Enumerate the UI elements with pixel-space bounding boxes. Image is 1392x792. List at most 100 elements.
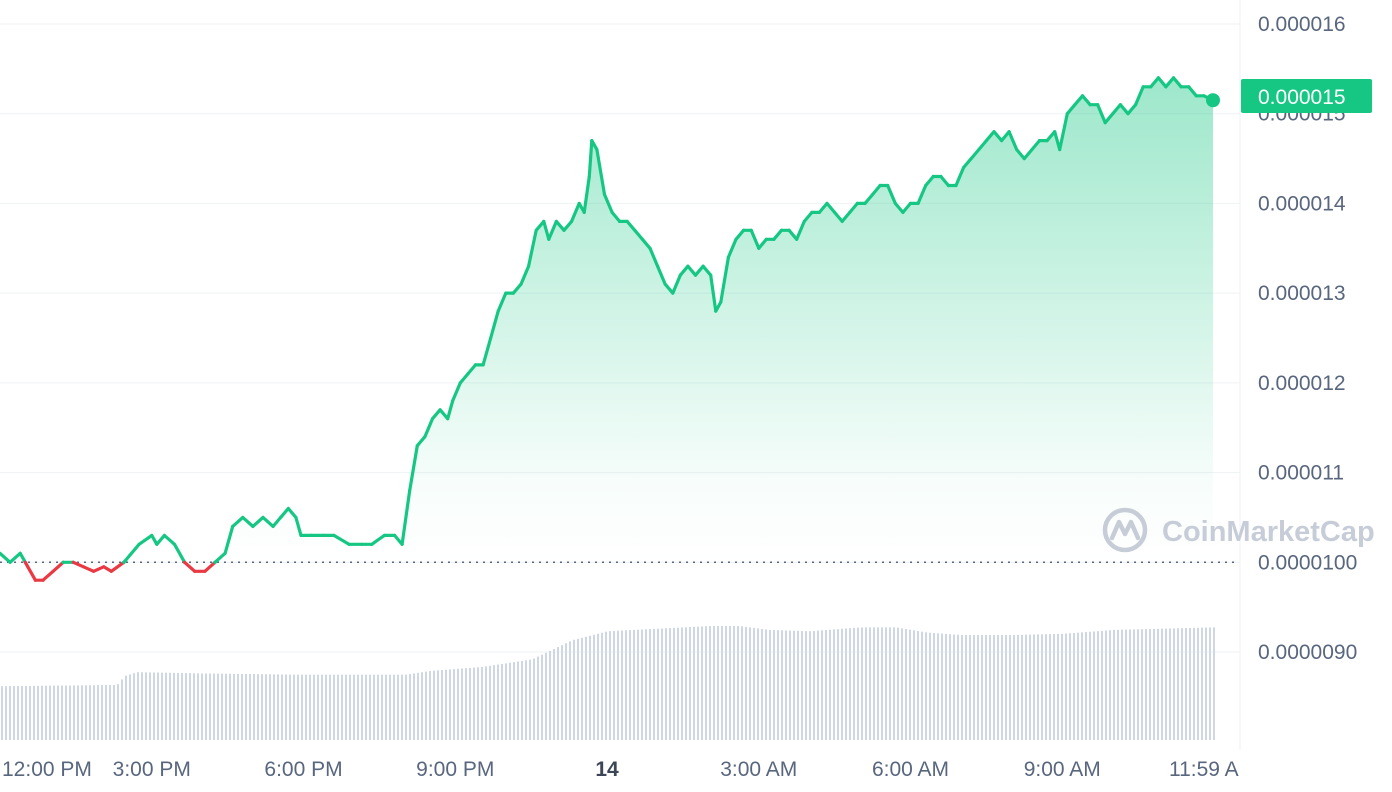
volume-bar (217, 673, 219, 740)
volume-bar (893, 627, 895, 740)
price-segment (534, 219, 546, 232)
current-price-dot[interactable] (1205, 93, 1220, 108)
volume-bar (197, 673, 199, 740)
volume-bar (333, 674, 335, 740)
price-segment (992, 130, 1004, 143)
price-segment (1171, 76, 1183, 89)
price-segment (408, 444, 419, 493)
volume-bar (1189, 627, 1191, 740)
volume-bar (849, 628, 851, 740)
volume-bar (489, 665, 491, 740)
price-segment (817, 201, 829, 214)
volume-bar (465, 668, 467, 740)
price-segment (1065, 103, 1077, 116)
volume-bar (353, 674, 355, 740)
volume-bar (521, 660, 523, 740)
volume-bar (257, 674, 259, 740)
volume-bar (1025, 634, 1027, 740)
volume-bar (773, 630, 775, 740)
volume-bar (173, 672, 175, 740)
volume-bar (649, 629, 651, 740)
volume-bar (65, 685, 67, 740)
volume-bar (177, 672, 179, 740)
volume-bar (633, 629, 635, 740)
volume-bar (157, 672, 159, 740)
volume-bar (445, 669, 447, 740)
price-segment (8, 551, 22, 564)
price-segment (415, 435, 427, 448)
price-segment (294, 515, 303, 538)
volume-bar (345, 674, 347, 740)
price-segment (587, 139, 594, 179)
price-segment (633, 228, 645, 241)
volume-bar (821, 630, 823, 740)
volume-bar (453, 669, 455, 740)
price-segment (542, 219, 551, 241)
volume-bar (1133, 629, 1135, 740)
price-segment (0, 551, 12, 564)
volume-bar (1145, 629, 1147, 740)
volume-bar (77, 685, 79, 740)
price-segment (26, 565, 38, 582)
volume-bar (1045, 634, 1047, 740)
volume-bar (613, 630, 615, 740)
volume-bar (385, 674, 387, 740)
volume-bar (1117, 629, 1119, 740)
volume-bar (505, 663, 507, 740)
volume-bar (705, 626, 707, 740)
y-tick-label: 0.000013 (1258, 282, 1346, 305)
volume-bar (917, 631, 919, 740)
price-segment (526, 228, 538, 268)
volume-bar (637, 629, 639, 740)
price-segment (162, 533, 177, 546)
y-tick-label: 0.0000090 (1258, 641, 1357, 664)
volume-bar (621, 630, 623, 740)
price-segment (595, 148, 607, 197)
volume-bar (1033, 634, 1035, 740)
price-segment (602, 192, 614, 214)
x-tick-label: 6:00 PM (264, 758, 342, 781)
volume-bar (1105, 630, 1107, 740)
volume-bar (1, 686, 3, 740)
current-price-badge: 0.000015 (1241, 79, 1372, 113)
volume-bar (45, 685, 47, 740)
y-axis-labels: 0.000016 0.000015 0.000014 0.000013 0.000012… (1258, 13, 1357, 664)
volume-bar (937, 633, 939, 740)
volume-bar (801, 630, 803, 740)
volume-bar (1021, 634, 1023, 740)
volume-bar (781, 630, 783, 740)
volume-bar (749, 627, 751, 740)
volume-bar (541, 654, 543, 740)
volume-bar (881, 627, 883, 740)
volume-bar (413, 673, 415, 740)
volume-bar (997, 635, 999, 740)
volume-bar (425, 671, 427, 740)
volume-bar (145, 672, 147, 740)
price-segment (648, 246, 660, 268)
x-tick-label: 6:00 AM (872, 758, 949, 781)
volume-bar (1181, 628, 1183, 740)
volume-bar (1121, 629, 1123, 740)
price-segment (223, 524, 235, 555)
price-segment (286, 506, 298, 520)
volume-bar (205, 673, 207, 740)
y-tick-label: 0.000012 (1258, 372, 1346, 395)
volume-bar (665, 628, 667, 740)
volume-bar (405, 674, 407, 740)
volume-bar (925, 632, 927, 740)
volume-bar (133, 673, 135, 740)
volume-bar (1097, 631, 1099, 740)
volume-bar (53, 685, 55, 740)
price-segment (122, 542, 141, 564)
price-segment (137, 533, 154, 546)
volume-bar (661, 628, 663, 740)
price-line[interactable] (0, 76, 1215, 582)
x-tick-label: 3:00 AM (720, 758, 797, 781)
price-segment (1187, 85, 1198, 98)
volume-bar (1001, 635, 1003, 740)
volume-bar (573, 639, 575, 740)
price-segment (109, 560, 126, 573)
price-segment (1133, 85, 1145, 107)
volume-bar (825, 630, 827, 740)
